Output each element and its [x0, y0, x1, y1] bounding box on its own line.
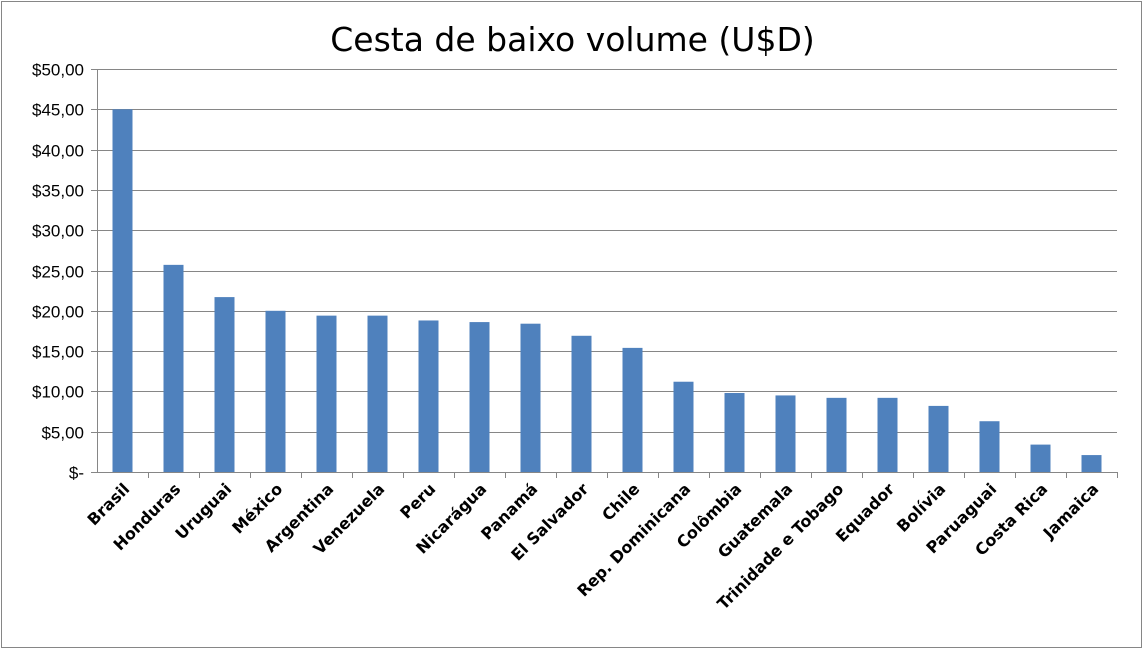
bar	[571, 335, 592, 472]
bar	[469, 322, 490, 472]
bar	[163, 264, 184, 472]
y-tick-label: $-	[69, 464, 84, 483]
y-tick-label: $10,00	[32, 383, 84, 402]
x-axis-tick-labels: BrasilHondurasUruguaiMéxicoArgentinaVene…	[84, 479, 1103, 613]
x-tick-label: Brasil	[84, 479, 134, 529]
x-tick-label: Uruguai	[171, 479, 235, 543]
bar	[979, 421, 1000, 472]
bar	[673, 381, 694, 472]
bar	[367, 315, 388, 472]
y-tick-label: $20,00	[32, 303, 84, 322]
bar	[214, 297, 235, 472]
y-tick-label: $15,00	[32, 343, 84, 362]
y-tick-label: $35,00	[32, 182, 84, 201]
bar	[418, 320, 439, 472]
bar	[877, 397, 898, 472]
bar	[1030, 444, 1051, 472]
bar	[622, 347, 643, 472]
y-axis-tick-labels: $- $5,00 $10,00 $15,00 $20,00 $25,00 $30,00 $35…	[32, 61, 84, 483]
x-tick-label: Peru	[396, 479, 439, 522]
axes	[91, 69, 1118, 478]
gridlines	[97, 69, 1117, 433]
chart-title: Cesta de baixo volume (U$D)	[330, 20, 815, 59]
bar	[724, 393, 745, 472]
bar	[316, 315, 337, 472]
bar	[520, 323, 541, 472]
y-tick-label: $45,00	[32, 101, 84, 120]
y-tick-label: $40,00	[32, 142, 84, 161]
bar	[265, 310, 286, 472]
y-tick-label: $5,00	[41, 424, 84, 443]
bars	[112, 109, 1102, 473]
y-tick-label: $30,00	[32, 222, 84, 241]
bar	[826, 397, 847, 472]
y-tick-label: $50,00	[32, 61, 84, 80]
bar	[1081, 455, 1102, 472]
bar	[112, 109, 133, 473]
x-tick-label: Jamaica	[1039, 479, 1103, 543]
bar	[775, 395, 796, 472]
x-tick-label: Chile	[598, 479, 643, 524]
bar	[928, 405, 949, 472]
y-tick-label: $25,00	[32, 263, 84, 282]
